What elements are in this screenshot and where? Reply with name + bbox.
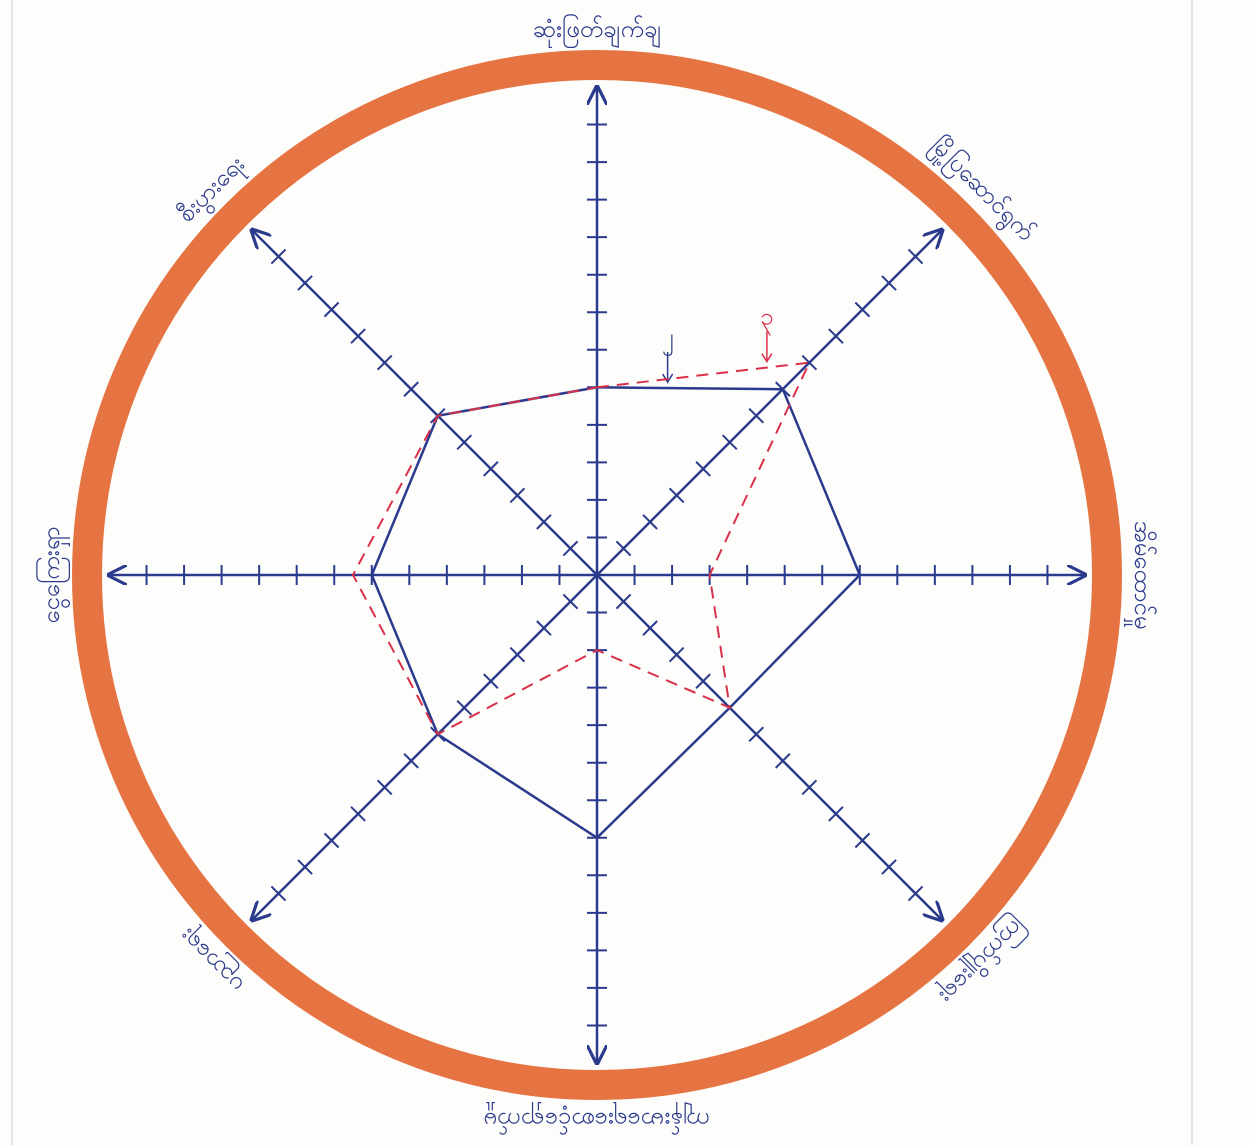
paper (0, 0, 1249, 1145)
axis-label: အိမ်ထောင်မှု (1124, 521, 1158, 630)
chart: ဆုံးဖြတ်ချက်ချမြို့ပြဆောင်ရွက်အိမ်ထောင်မ… (0, 0, 1249, 1145)
axis-label: ဆုံးဖြတ်ချက်ချ (533, 13, 661, 48)
